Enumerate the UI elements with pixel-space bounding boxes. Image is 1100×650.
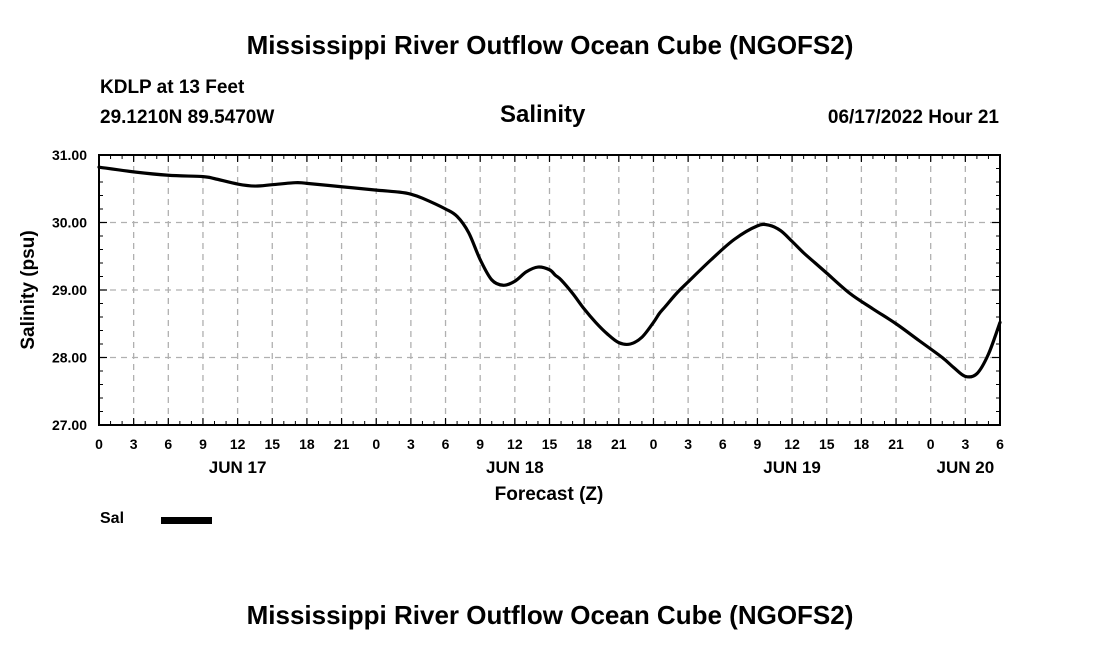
y-tick-label: 30.00 (52, 215, 87, 231)
series-group (97, 165, 1002, 379)
x-tick-label: 21 (611, 436, 627, 452)
x-tick-label: 3 (684, 436, 692, 452)
forecast-datetime: 06/17/2022 Hour 21 (827, 107, 999, 128)
x-tick-label: 9 (754, 436, 762, 452)
station-coordinates: 29.1210N 89.5470W (100, 107, 275, 128)
series-line-salinity (97, 165, 1002, 379)
x-tick-label: 3 (130, 436, 138, 452)
x-tick-label: 12 (507, 436, 523, 452)
x-tick-label: 15 (264, 436, 280, 452)
station-label: KDLP at 13 Feet (100, 77, 245, 98)
x-tick-label: 18 (576, 436, 592, 452)
x-tick-label: 12 (230, 436, 246, 452)
x-tick-label: 3 (407, 436, 415, 452)
x-tick-label: 0 (372, 436, 380, 452)
footer-title: Mississippi River Outflow Ocean Cube (NG… (246, 600, 854, 630)
x-tick-label: 0 (95, 436, 103, 452)
axis-ticks: 0 3 6 9 12 15 18 21 0 3 6 9 12 15 18 21 0 3 6 9 12 15 18 21 0 3 6 2… (52, 147, 1004, 477)
chart-grid (99, 155, 1000, 425)
x-tick-label: 21 (334, 436, 350, 452)
y-tick-label: 28.00 (52, 350, 87, 366)
x-tick-label: 21 (888, 436, 904, 452)
x-axis-title: Forecast (Z) (495, 484, 604, 505)
x-tick-label: 6 (442, 436, 450, 452)
legend-swatch (161, 517, 212, 524)
day-label: JUN 20 (937, 458, 995, 477)
y-tick-label: 31.00 (52, 147, 87, 163)
day-label: JUN 17 (209, 458, 267, 477)
y-tick-label: 27.00 (52, 417, 87, 433)
x-tick-label: 6 (719, 436, 727, 452)
x-tick-label: 6 (164, 436, 172, 452)
x-tick-label: 18 (854, 436, 870, 452)
x-tick-label: 0 (927, 436, 935, 452)
x-tick-label: 0 (650, 436, 658, 452)
day-label: JUN 19 (763, 458, 821, 477)
y-axis-title: Salinity (psu) (18, 230, 39, 349)
chart-title: Salinity (500, 101, 586, 128)
page-title: Mississippi River Outflow Ocean Cube (NG… (246, 30, 854, 60)
day-label: JUN 18 (486, 458, 544, 477)
x-tick-label: 6 (996, 436, 1004, 452)
x-tick-label: 15 (819, 436, 835, 452)
x-tick-label: 9 (199, 436, 207, 452)
x-tick-label: 12 (784, 436, 800, 452)
y-tick-label: 29.00 (52, 282, 87, 298)
x-tick-label: 3 (961, 436, 969, 452)
x-tick-label: 9 (476, 436, 484, 452)
x-tick-label: 15 (542, 436, 558, 452)
x-tick-label: 18 (299, 436, 315, 452)
legend-label: Sal (100, 510, 125, 527)
